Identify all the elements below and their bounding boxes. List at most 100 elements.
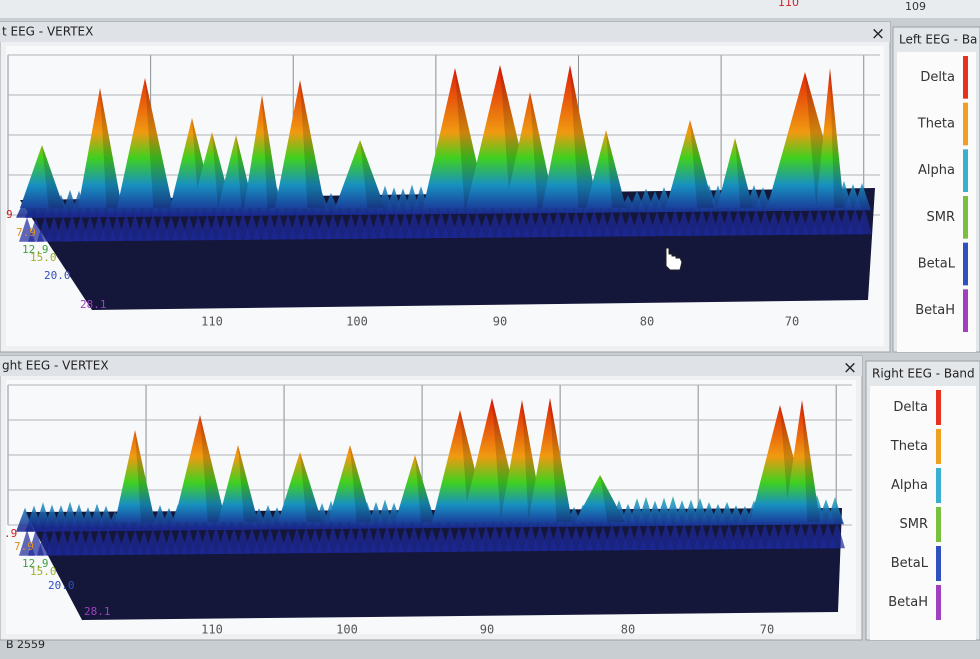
depth-label: 20.0 xyxy=(48,579,75,592)
depth-label: 12.9 xyxy=(22,243,49,256)
surface-peak xyxy=(328,445,372,522)
surface-peak xyxy=(335,140,385,208)
surface-bump xyxy=(856,207,872,235)
legend-swatch xyxy=(936,468,941,503)
top-bar-label: 110 xyxy=(778,0,799,9)
depth-label: 15.0 xyxy=(30,251,57,264)
close-button[interactable]: × xyxy=(843,358,857,378)
depth-label: 12.9 xyxy=(22,557,49,570)
surface-peak xyxy=(115,430,155,522)
surface-peak-shade xyxy=(802,400,820,522)
legend-swatch xyxy=(936,585,941,620)
surface-bump xyxy=(829,521,845,549)
surface-peak-shade xyxy=(100,88,122,208)
surface-peak-shade xyxy=(606,130,626,208)
depth-label: 20.0 xyxy=(44,269,71,282)
x-tick-label: 80 xyxy=(640,315,654,329)
legend-swatch xyxy=(963,149,968,192)
surface-peak-shade xyxy=(300,80,325,208)
legend-label: Theta xyxy=(917,117,955,132)
legend-label: BetaH xyxy=(915,303,955,318)
surface-peak xyxy=(174,415,226,522)
legend-swatch xyxy=(963,102,968,146)
surface-peak xyxy=(423,68,487,208)
legend-label: SMR xyxy=(899,517,928,532)
surface-peak xyxy=(505,92,555,208)
legend-box xyxy=(897,52,976,352)
legend-label: SMR xyxy=(926,210,955,225)
legend-swatch xyxy=(936,429,941,464)
legend-swatch xyxy=(963,242,968,286)
legend-label: Delta xyxy=(893,400,928,415)
cursor xyxy=(665,247,683,271)
top-bar-label: 109 xyxy=(905,0,926,13)
surface-peak-shade xyxy=(350,445,372,522)
legend-label: BetaL xyxy=(918,257,956,272)
depth-label: 7.9 xyxy=(14,540,34,553)
x-tick-label: 110 xyxy=(201,623,223,637)
surface-peak-shade xyxy=(262,95,280,208)
legend-label: Theta xyxy=(890,439,928,454)
x-tick-label: 70 xyxy=(785,315,799,329)
depth-label: 15.0 xyxy=(30,565,57,578)
legend-title: Left EEG - Ba xyxy=(899,33,977,47)
surface-peak xyxy=(244,95,280,208)
surface-peak xyxy=(784,400,820,522)
legend-label: BetaH xyxy=(888,595,928,610)
legend-label: Alpha xyxy=(891,478,928,493)
surface-peak-shade xyxy=(42,145,64,208)
legend-label: Alpha xyxy=(918,163,955,178)
x-tick-label: 90 xyxy=(480,623,494,637)
panel-header xyxy=(0,22,890,42)
surface-bump xyxy=(826,497,844,525)
surface-peak-shade xyxy=(135,430,155,522)
depth-label: 7.9 xyxy=(16,226,36,239)
legend-label: Delta xyxy=(920,70,955,85)
x-tick-label: 110 xyxy=(201,315,223,329)
status-text: B 2559 xyxy=(6,638,45,651)
surface-peak xyxy=(20,145,64,208)
depth-label: 28.1 xyxy=(80,298,107,311)
surface-peak-shade xyxy=(735,138,753,208)
surface-peak-shade xyxy=(830,68,844,208)
surface-peak-shade xyxy=(360,140,385,208)
surface-peak-shade xyxy=(690,120,714,208)
surface-peak-shade xyxy=(415,455,435,522)
surface-peak xyxy=(218,445,258,522)
surface-peak-shade xyxy=(550,398,572,522)
surface-peak xyxy=(192,132,232,208)
legend-box xyxy=(870,386,976,640)
surface-peak-shade xyxy=(570,65,598,208)
surface-peak-shade xyxy=(238,445,258,522)
surface-peak-shade xyxy=(300,452,322,522)
surface-peak xyxy=(78,88,122,208)
x-tick-label: 100 xyxy=(346,315,368,329)
depth-label: .9 xyxy=(4,527,17,540)
x-tick-label: 70 xyxy=(760,623,774,637)
surface-peak xyxy=(395,455,435,522)
panel-title: t EEG - VERTEX xyxy=(2,25,93,39)
top-bar xyxy=(0,0,980,18)
surface-bump xyxy=(853,183,871,211)
surface-peak xyxy=(500,400,544,522)
surface-peak xyxy=(528,398,572,522)
surface-peak-shade xyxy=(145,78,173,208)
close-button[interactable]: × xyxy=(871,24,885,44)
x-tick-label: 80 xyxy=(621,623,635,637)
surface-peak xyxy=(666,120,714,208)
surface-peak xyxy=(816,68,844,208)
legend-swatch xyxy=(963,56,968,99)
x-tick-label: 90 xyxy=(493,315,507,329)
legend-swatch xyxy=(963,196,968,239)
surface-peak xyxy=(586,130,626,208)
legend-title: Right EEG - Band xyxy=(872,367,975,381)
surface-peak xyxy=(278,452,322,522)
legend-swatch xyxy=(936,390,941,425)
surface-peak xyxy=(542,65,598,208)
surface-peak xyxy=(575,475,625,522)
depth-label: 9 xyxy=(6,208,13,221)
panel-header xyxy=(0,356,862,376)
surface-peak-shade xyxy=(200,415,226,522)
legend-swatch xyxy=(963,289,968,332)
